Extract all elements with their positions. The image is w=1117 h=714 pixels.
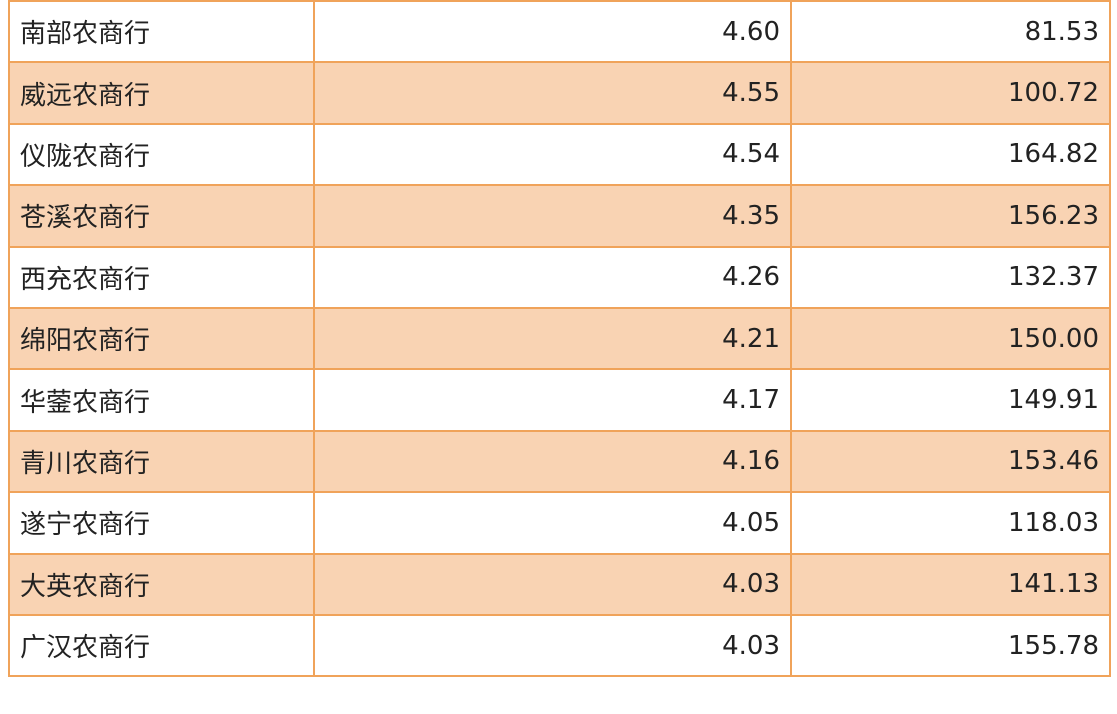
bank-name: 绵阳农商行 xyxy=(8,306,315,371)
value-cell: 4.03 xyxy=(313,613,792,678)
value-cell: 4.17 xyxy=(313,368,792,432)
value-cell: 4.60 xyxy=(313,0,792,64)
table-row: 南部农商行 4.60 81.53 xyxy=(8,0,1111,64)
table-row: 青川农商行 4.16 153.46 xyxy=(8,429,1111,494)
value-cell: 153.46 xyxy=(790,429,1111,494)
bank-name: 遂宁农商行 xyxy=(8,491,315,555)
value-cell: 132.37 xyxy=(790,245,1111,309)
table-row: 西充农商行 4.26 132.37 xyxy=(8,245,1111,309)
value-cell: 155.78 xyxy=(790,613,1111,678)
value-cell: 141.13 xyxy=(790,552,1111,616)
table-row: 威远农商行 4.55 100.72 xyxy=(8,61,1111,125)
bank-name: 大英农商行 xyxy=(8,552,315,616)
value-cell: 4.16 xyxy=(313,429,792,494)
table-body: 南部农商行 4.60 81.53 威远农商行 4.55 100.72 仪陇农商行 4.54 16… xyxy=(8,0,1111,678)
bank-name: 南部农商行 xyxy=(8,0,315,64)
value-cell: 150.00 xyxy=(790,306,1111,371)
bank-name: 西充农商行 xyxy=(8,245,315,309)
value-cell: 149.91 xyxy=(790,368,1111,432)
table-row: 广汉农商行 4.03 155.78 xyxy=(8,613,1111,678)
value-cell: 100.72 xyxy=(790,61,1111,125)
value-cell: 81.53 xyxy=(790,0,1111,64)
data-table: 南部农商行 4.60 81.53 威远农商行 4.55 100.72 仪陇农商行 4.54 16… xyxy=(8,0,1111,678)
value-cell: 156.23 xyxy=(790,184,1111,248)
bank-name: 青川农商行 xyxy=(8,429,315,494)
table-row: 绵阳农商行 4.21 150.00 xyxy=(8,306,1111,371)
bank-name: 苍溪农商行 xyxy=(8,184,315,248)
value-cell: 118.03 xyxy=(790,491,1111,555)
value-cell: 4.35 xyxy=(313,184,792,248)
bank-name: 广汉农商行 xyxy=(8,613,315,678)
table-row: 仪陇农商行 4.54 164.82 xyxy=(8,122,1111,187)
table-row: 大英农商行 4.03 141.13 xyxy=(8,552,1111,616)
table-row: 华蓥农商行 4.17 149.91 xyxy=(8,368,1111,432)
value-cell: 4.05 xyxy=(313,491,792,555)
value-cell: 4.21 xyxy=(313,306,792,371)
table-row: 苍溪农商行 4.35 156.23 xyxy=(8,184,1111,248)
table-row: 遂宁农商行 4.05 118.03 xyxy=(8,491,1111,555)
value-cell: 4.54 xyxy=(313,122,792,187)
value-cell: 4.26 xyxy=(313,245,792,309)
bank-name: 华蓥农商行 xyxy=(8,368,315,432)
value-cell: 164.82 xyxy=(790,122,1111,187)
value-cell: 4.55 xyxy=(313,61,792,125)
bank-name: 仪陇农商行 xyxy=(8,122,315,187)
value-cell: 4.03 xyxy=(313,552,792,616)
bank-name: 威远农商行 xyxy=(8,61,315,125)
